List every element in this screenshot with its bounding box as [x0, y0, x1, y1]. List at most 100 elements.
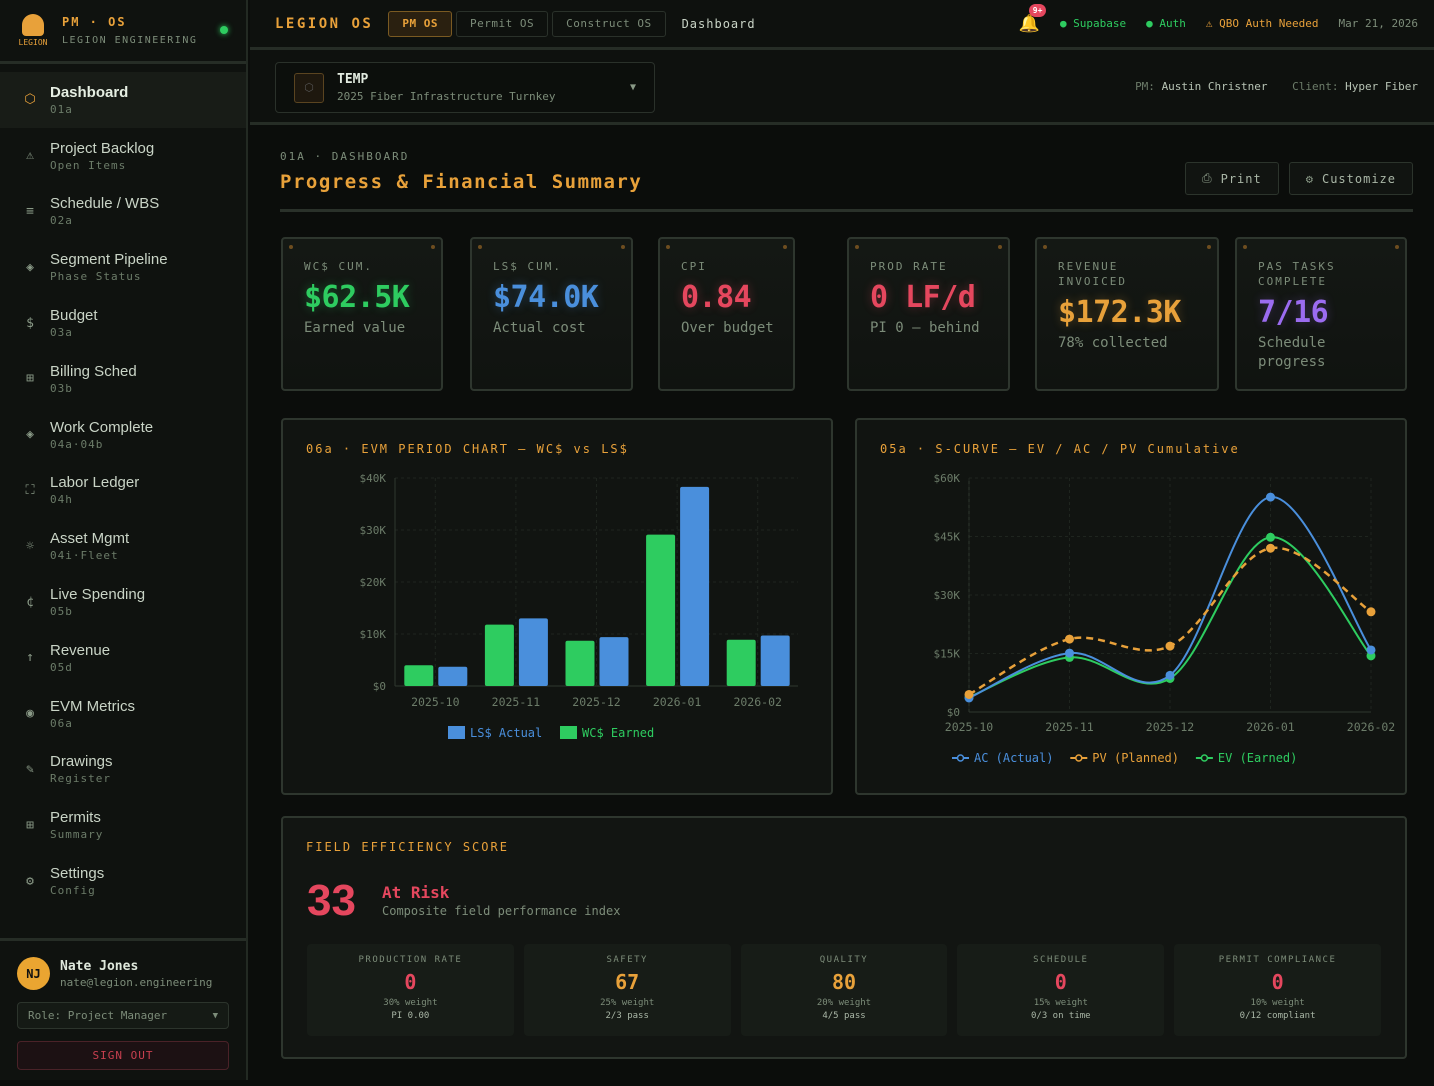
role-value: Role: Project Manager — [28, 1009, 168, 1022]
legend-swatch — [560, 726, 577, 739]
target-icon: ◉ — [26, 706, 34, 722]
bell-icon: 🔔 — [1018, 13, 1040, 34]
sidebar-item-segment-pipeline[interactable]: ◈ Segment Pipeline Phase Status — [0, 239, 246, 295]
sidebar-item-billing-sched[interactable]: ⊞ Billing Sched 03b — [0, 351, 246, 407]
top-bar: LEGION OS PM OS Permit OS Construct OS D… — [250, 0, 1434, 50]
metric-detail: 2/3 pass — [605, 1011, 649, 1021]
kpi-card: REVENUE INVOICED $172.3K 78% collected — [1035, 237, 1219, 391]
kpi-value: $172.3K — [1058, 295, 1181, 330]
sidebar-item-label: Live Spending — [50, 586, 146, 604]
sidebar-item-live-spending[interactable]: ¢ Live Spending 05b — [0, 574, 246, 630]
kpi-label: PAS TASKS COMPLETE — [1258, 260, 1336, 288]
brand-title: PM · OS — [62, 15, 127, 29]
x-tick-label: 2026-02 — [1347, 720, 1395, 734]
line-pv — [968, 546, 1372, 696]
sidebar-item-label: Revenue — [50, 641, 111, 659]
printer-icon: ⎙ — [1202, 171, 1213, 185]
kpi-value: $74.0K — [493, 280, 599, 315]
print-label: Print — [1220, 171, 1262, 186]
sidebar-item-code: 03a — [50, 326, 73, 340]
sidebar-item-label: Dashboard — [50, 83, 129, 101]
sidebar-item-evm-metrics[interactable]: ◉ EVM Metrics 06a — [0, 686, 246, 742]
rivet — [666, 245, 670, 249]
pm-value: Austin Christner — [1161, 80, 1268, 93]
status-qbo-warning[interactable]: ⚠ QBO Auth Needed — [1205, 17, 1319, 30]
bar-ls-actual — [518, 618, 548, 686]
sidebar-item-code: Register — [50, 772, 111, 786]
metric-detail: 4/5 pass — [822, 1011, 866, 1021]
client-value: Hyper Fiber — [1345, 80, 1418, 93]
project-selector[interactable]: ⬡ TEMP 2025 Fiber Infrastructure Turnkey… — [275, 62, 655, 113]
bar-ls-actual — [438, 666, 468, 686]
rivet — [855, 245, 859, 249]
point-pv — [1165, 641, 1175, 651]
kpi-value: 0 LF/d — [870, 280, 976, 315]
sidebar-item-permits[interactable]: ⊞ Permits Summary — [0, 797, 246, 853]
sidebar-item-code: Phase Status — [50, 270, 142, 284]
bar-wc-earned — [484, 624, 514, 686]
arrow-up-icon: ↑ — [26, 650, 34, 666]
sidebar-item-drawings[interactable]: ✎ Drawings Register — [0, 742, 246, 798]
sidebar-item-label: Permits — [50, 809, 101, 827]
sidebar-item-labor-ledger[interactable]: ⛶ Labor Ledger 04h — [0, 463, 246, 519]
point-pv — [1266, 543, 1275, 553]
sidebar-item-project-backlog[interactable]: ⚠ Project Backlog Open Items — [0, 128, 246, 184]
s-curve-chart: $0 $15K $30K $45K $60K 2025-10 2025-11 2025-12 2… — [934, 472, 1396, 765]
chart-title: 06a · EVM PERIOD CHART — WC$ vs LS$ — [306, 442, 629, 456]
sidebar-item-schedule-wbs[interactable]: ≡ Schedule / WBS 02a — [0, 184, 246, 240]
client-label: Client: — [1292, 80, 1339, 93]
fes-status: At Risk — [382, 883, 450, 902]
point-pv — [1366, 607, 1376, 617]
tab-permit-os[interactable]: Permit OS — [455, 10, 549, 37]
notifications-button[interactable]: 🔔 9+ — [1018, 3, 1047, 34]
legend-swatch — [448, 726, 465, 739]
metric-label: SAFETY — [606, 955, 648, 965]
metric-value: 80 — [831, 970, 857, 994]
sidebar-item-dashboard[interactable]: ⬡ Dashboard 01a — [0, 72, 246, 128]
x-tick-label: 2026-02 — [733, 695, 781, 709]
sidebar-item-revenue[interactable]: ↑ Revenue 05d — [0, 630, 246, 686]
rivet — [998, 245, 1002, 249]
avatar: NJ — [17, 957, 50, 990]
bar-ls-actual — [760, 635, 790, 686]
grid-icon: ⊞ — [26, 371, 34, 387]
sidebar-item-label: Billing Sched — [50, 362, 137, 380]
metric-value: 0 — [1054, 970, 1067, 994]
settings-icon: ⚙ — [26, 873, 34, 889]
sidebar-item-code: Config — [50, 884, 96, 898]
sign-out-button[interactable]: SIGN OUT — [17, 1041, 229, 1070]
print-button[interactable]: ⎙ Print — [1185, 162, 1279, 195]
kpi-label: CPI — [681, 260, 707, 273]
y-tick-label: $45K — [934, 531, 961, 544]
sidebar-item-work-complete[interactable]: ◈ Work Complete 04a·04b — [0, 407, 246, 463]
sidebar-item-settings[interactable]: ⚙ Settings Config — [0, 853, 246, 909]
list-icon: ≡ — [26, 203, 34, 219]
kpi-card: WC$ CUM. $62.5K Earned value — [281, 237, 443, 391]
current-date: Mar 21, 2026 — [1338, 17, 1418, 30]
kpi-card: PAS TASKS COMPLETE 7/16 Schedule progress — [1235, 237, 1407, 391]
metric-value: 67 — [615, 970, 640, 994]
sidebar-item-budget[interactable]: $ Budget 03a — [0, 295, 246, 351]
app-title: LEGION OS — [275, 15, 374, 32]
point-ev — [1266, 532, 1275, 542]
kpi-label: WC$ CUM. — [304, 260, 373, 273]
legend-label: PV (Planned) — [1092, 751, 1179, 765]
fes-title: FIELD EFFICIENCY SCORE — [306, 840, 509, 854]
sidebar-item-code: 05d — [50, 660, 73, 674]
sidebar-item-label: EVM Metrics — [50, 697, 136, 715]
customize-button[interactable]: ⚙ Customize — [1288, 162, 1413, 195]
y-tick-label: $0 — [947, 706, 960, 719]
customize-label: Customize — [1321, 171, 1396, 186]
tab-pm-os[interactable]: PM OS — [388, 10, 452, 37]
role-select[interactable]: Role: Project Manager ▼ — [17, 1002, 229, 1029]
sidebar-item-code: 04a·04b — [50, 437, 104, 451]
metric-label: PRODUCTION RATE — [358, 955, 463, 965]
y-tick-label: $0 — [373, 680, 386, 693]
kpi-sub: Earned value — [304, 320, 406, 336]
point-pv — [1065, 634, 1074, 644]
metric-weight: 15% weight — [1033, 998, 1088, 1008]
sidebar-item-asset-mgmt[interactable]: ☼ Asset Mgmt 04i·Fleet — [0, 518, 246, 574]
tab-construct-os[interactable]: Construct OS — [552, 10, 666, 37]
sidebar-item-code: 05b — [50, 605, 73, 619]
metric-weight: 20% weight — [816, 998, 872, 1008]
